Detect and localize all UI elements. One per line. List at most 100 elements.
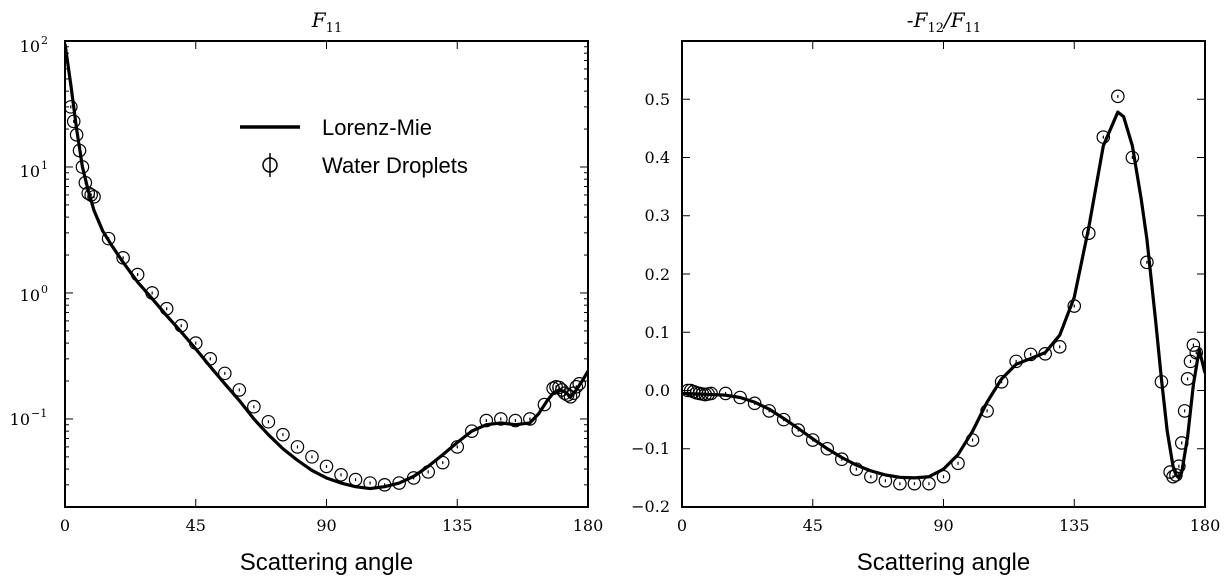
data-point-water-droplets	[805, 433, 820, 447]
x-tick-label: 90	[316, 516, 336, 535]
data-point-water-droplets	[1052, 340, 1067, 354]
data-point-water-droplets	[835, 452, 849, 467]
data-point-water-droplets	[464, 424, 479, 438]
data-point-water-droplets	[508, 413, 523, 428]
data-point-water-droplets	[878, 473, 893, 488]
y-tick-labels-f11: 10 2 10 1 10 0 10 −1	[10, 34, 48, 429]
ticks-f11	[64, 40, 589, 508]
axes-frame-f12-ratio	[681, 40, 1206, 508]
panel-f12-ratio-title: -F12/F11	[907, 8, 981, 36]
data-point-water-droplets	[174, 318, 189, 333]
x-tick-label: 90	[933, 516, 953, 535]
data-point-water-droplets	[569, 379, 584, 394]
y-tick-labels-f12-ratio: 0.5 0.4 0.3 0.2 0.1 0.0 −0.1 −0.2	[631, 90, 670, 516]
data-point-water-droplets	[1111, 89, 1125, 104]
data-point-water-droplets	[363, 476, 377, 490]
data-point-water-droplets	[936, 469, 951, 484]
data-point-water-droplets	[218, 366, 232, 381]
y-tick-base: 10	[20, 37, 40, 56]
data-point-water-droplets	[377, 478, 392, 492]
y-tick-label: 10	[10, 410, 30, 429]
x-axis-label-f12-ratio: Scattering angle	[857, 549, 1030, 576]
data-point-water-droplets	[65, 100, 78, 114]
y-tick-label: −0.2	[631, 497, 670, 516]
panel-f11: F11 0 45 90 135 180 10 2 10 1 10 0 10 −1…	[10, 8, 604, 576]
panel-f11-title: F11	[311, 8, 342, 36]
panel-f12-ratio: -F12/F11 0 45 90 135 180 0.5 0.4 0.3 0.2…	[631, 8, 1220, 576]
x-axis-label-f11: Scattering angle	[240, 549, 413, 576]
data-point-water-droplets	[78, 175, 93, 190]
y-tick-label: 0.0	[645, 381, 670, 400]
y-tick-exp: 1	[41, 159, 48, 172]
data-point-water-droplets	[907, 476, 922, 491]
data-point-water-droplets	[494, 412, 508, 426]
data-point-water-droplets	[849, 462, 864, 476]
data-point-water-droplets	[1177, 404, 1192, 418]
y-tick-label: 0.3	[645, 206, 670, 225]
y-tick-label: 0.5	[645, 90, 670, 109]
data-point-water-droplets	[1023, 347, 1038, 362]
data-point-water-droplets	[1172, 459, 1186, 474]
data-point-water-droplets	[572, 377, 587, 391]
title-f11-sub-2: 11	[965, 21, 982, 36]
data-point-water-droplets	[776, 412, 791, 427]
data-point-water-droplets	[1189, 345, 1204, 360]
title-f12-sub: 12	[927, 21, 944, 36]
data-point-water-droplets	[159, 301, 174, 316]
x-tick-label: 180	[1190, 516, 1221, 535]
data-point-water-droplets	[261, 414, 276, 429]
data-point-water-droplets	[450, 440, 465, 454]
data-point-water-droplets	[69, 128, 84, 142]
data-point-water-droplets	[130, 267, 145, 282]
data-point-water-droplets	[1125, 150, 1140, 165]
data-point-water-droplets	[1096, 130, 1111, 144]
y-tick-label: 0.2	[645, 265, 670, 284]
x-tick-label: 180	[573, 516, 604, 535]
data-point-water-droplets	[1186, 338, 1201, 352]
data-point-water-droplets	[1067, 299, 1082, 313]
y-tick-exp: −1	[31, 407, 47, 420]
data-point-water-droplets	[1140, 255, 1154, 270]
data-point-water-droplets	[718, 386, 733, 401]
legend: Lorenz-Mie Water Droplets	[240, 115, 468, 178]
plot-area-f12-ratio	[682, 89, 1205, 491]
y-tick-base: 10	[20, 286, 40, 305]
data-point-water-droplets	[406, 471, 421, 485]
data-point-water-droplets	[75, 160, 90, 174]
data-point-water-droplets	[994, 374, 1009, 389]
x-tick-labels-f12-ratio: 0 45 90 135 180	[677, 516, 1220, 535]
data-point-water-droplets	[747, 396, 762, 411]
data-point-water-droplets	[980, 404, 994, 418]
x-tick-label: 0	[60, 516, 70, 535]
x-tick-label: 45	[803, 516, 823, 535]
y-tick-exp: 0	[41, 283, 48, 296]
y-tick-base: 10	[20, 162, 40, 181]
y-tick-label: 10	[20, 162, 40, 181]
title-slash: /	[942, 8, 953, 32]
data-point-water-droplets	[560, 388, 575, 402]
x-tick-labels-f11: 0 45 90 135 180	[60, 516, 603, 535]
data-point-water-droplets	[421, 465, 435, 479]
data-point-water-droplets	[1166, 469, 1180, 484]
y-tick-label: 0.4	[645, 148, 670, 167]
data-point-water-droplets	[1169, 468, 1183, 482]
data-point-water-droplets	[101, 231, 116, 246]
title-f12-base: F	[913, 8, 929, 32]
data-point-water-droplets	[435, 455, 450, 470]
data-point-water-droplets	[893, 476, 907, 491]
data-point-water-droplets	[188, 336, 203, 350]
y-tick-label: 10	[20, 37, 40, 56]
x-tick-label: 135	[442, 516, 473, 535]
legend-entry-water-droplets: Water Droplets	[322, 153, 468, 178]
series-line-lorenz-mie	[682, 110, 1205, 480]
y-tick-label: −0.1	[631, 439, 670, 458]
title-minus: -	[907, 8, 914, 32]
data-point-water-droplets	[1081, 226, 1096, 241]
data-point-water-droplets	[392, 476, 406, 490]
data-point-water-droplets	[704, 386, 718, 401]
data-point-water-droplets	[348, 472, 363, 487]
data-point-water-droplets	[276, 427, 290, 442]
data-point-water-droplets	[762, 404, 776, 418]
data-point-water-droplets	[1038, 347, 1052, 361]
